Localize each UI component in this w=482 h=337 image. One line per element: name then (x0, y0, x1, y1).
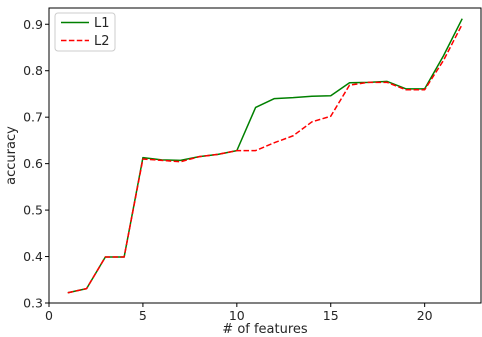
x-axis-label: # of features (222, 322, 308, 337)
legend: L1 L2 (54, 12, 116, 52)
plot-area (49, 8, 481, 303)
x-tick-label: 10 (229, 308, 245, 323)
legend-label-l1: L1 (94, 16, 110, 31)
x-axis-ticks: 0 5 10 15 20 (45, 303, 433, 323)
y-tick-label: 0.7 (23, 110, 43, 125)
y-tick-label: 0.3 (23, 296, 43, 311)
x-tick-label: 0 (45, 308, 53, 323)
y-tick-label: 0.6 (23, 156, 43, 171)
x-tick-label: 15 (323, 308, 339, 323)
y-tick-label: 0.4 (23, 249, 43, 264)
series-layer (67, 18, 463, 294)
y-axis-label: accuracy (4, 126, 19, 185)
series-line-l1 (67, 18, 463, 294)
legend-label-l2: L2 (94, 34, 110, 49)
y-axis-ticks: 0.3 0.4 0.5 0.6 0.7 0.8 0.9 (23, 17, 49, 311)
y-tick-label: 0.5 (23, 203, 43, 218)
x-tick-label: 5 (139, 308, 147, 323)
plot-frame (48, 7, 482, 304)
y-tick-label: 0.8 (23, 63, 43, 78)
x-tick-label: 20 (417, 308, 433, 323)
y-tick-label: 0.9 (23, 17, 43, 32)
